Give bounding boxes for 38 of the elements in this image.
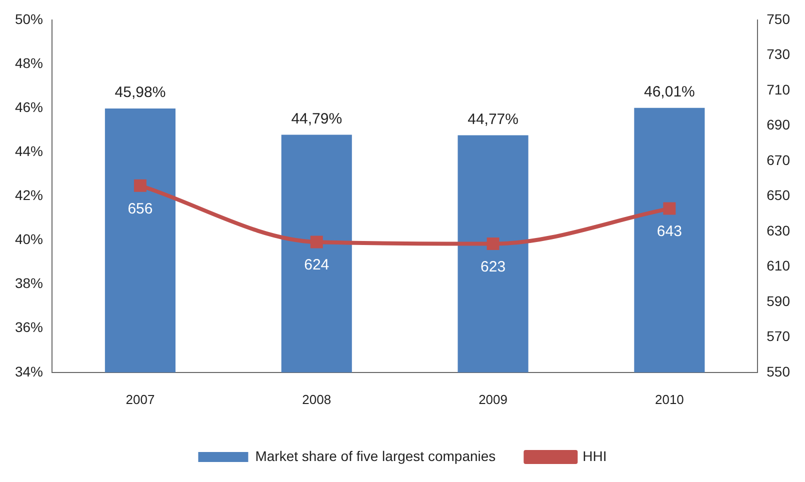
y2-tick-label: 630 — [766, 222, 790, 238]
x-tick-label: 2009 — [478, 392, 508, 407]
y-tick-label: 36% — [14, 319, 44, 336]
data-label: 623 — [480, 258, 506, 276]
data-label: 643 — [656, 223, 682, 240]
y2-tick-label: 730 — [766, 46, 790, 62]
y2-tick-label: 590 — [766, 292, 790, 309]
y2-tick-label: 670 — [766, 152, 790, 168]
point — [663, 202, 676, 215]
point — [310, 236, 323, 248]
y2-tick-label: 570 — [766, 328, 790, 344]
y2-tick-label: 550 — [766, 363, 790, 380]
data-label: 46,01% — [644, 84, 695, 101]
x-tick-label: 2007 — [126, 392, 155, 407]
y2-tick-label: 610 — [766, 258, 790, 274]
y-tick-label: 34% — [14, 363, 44, 380]
point — [134, 179, 146, 192]
data-label: 44,79% — [291, 110, 342, 128]
y-tick-label: 48% — [14, 54, 44, 71]
y-tick-label: 46% — [14, 98, 44, 115]
x-tick-label: 2008 — [302, 392, 332, 407]
legend-label: Market share of five largest companies — [255, 448, 496, 464]
y2-tick-label: 750 — [766, 10, 790, 27]
data-label: 44,77% — [468, 110, 518, 128]
y-tick-label: 44% — [14, 143, 44, 160]
data-label: 656 — [128, 200, 153, 218]
legend-label: HHI — [582, 448, 607, 464]
y-tick-label: 42% — [14, 187, 44, 204]
point — [486, 238, 500, 250]
y-tick-label: 38% — [14, 275, 44, 292]
y2-tick-label: 650 — [766, 187, 790, 204]
data-label: 624 — [304, 256, 330, 274]
y2-tick-label: 710 — [766, 81, 790, 98]
x-tick-label: 2010 — [654, 392, 684, 407]
data-label: 45,98% — [114, 84, 166, 102]
y2-tick-label: 690 — [766, 116, 790, 133]
y-tick-label: 40% — [14, 231, 44, 248]
y-tick-label: 50% — [14, 10, 44, 27]
